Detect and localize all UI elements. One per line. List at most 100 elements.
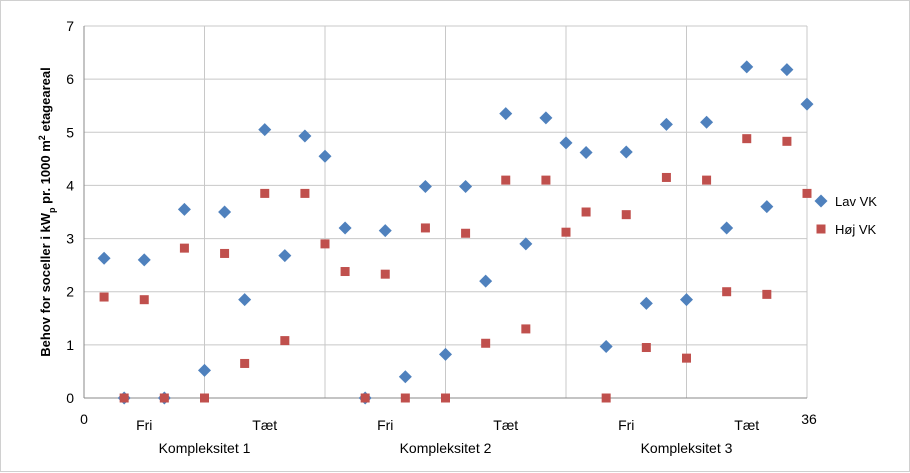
data-point [420, 223, 430, 233]
data-point [700, 115, 714, 129]
data-point [539, 111, 553, 125]
data-point [661, 172, 671, 182]
data-point [320, 239, 330, 249]
data-point [400, 393, 410, 403]
y-tick-label: 4 [66, 177, 74, 193]
category-label: Tæt [252, 417, 277, 433]
data-point [459, 179, 473, 193]
y-tick-label: 5 [66, 124, 74, 140]
data-point [398, 370, 412, 384]
data-point [479, 274, 493, 288]
y-tick-label: 0 [66, 390, 74, 406]
data-point [380, 269, 390, 279]
y-axis-title-sub: p [47, 207, 57, 213]
y-axis-title-sup: 2 [37, 135, 47, 140]
data-point [278, 249, 292, 263]
data-point [218, 205, 232, 219]
data-point [641, 343, 651, 353]
y-tick-label: 6 [66, 71, 74, 87]
y-axis-title-post: etageareal [38, 67, 53, 135]
data-point [340, 267, 350, 277]
y-tick-labels: 0 1 2 3 4 5 6 7 [66, 18, 74, 406]
data-point [360, 393, 370, 403]
data-point [198, 363, 211, 377]
legend: Lav VK Høj VK [814, 194, 877, 237]
group-label: Kompleksitet 1 [159, 440, 251, 456]
category-label: Fri [136, 417, 152, 433]
y-axis-title-mid: pr. 1000 m [38, 140, 53, 207]
data-point [177, 202, 191, 216]
data-point [338, 221, 352, 235]
data-point [581, 207, 591, 217]
data-point [639, 296, 653, 310]
data-point [782, 136, 792, 146]
y-axis-label: Behov for soceller i kWp pr. 1000 m2 eta… [37, 67, 57, 356]
data-point [519, 237, 533, 251]
data-point [680, 293, 693, 307]
data-point [682, 353, 691, 363]
x-tick-label-end: 36 [801, 411, 817, 427]
data-point [137, 253, 151, 267]
data-point [378, 224, 392, 238]
data-point [780, 63, 794, 77]
data-point [659, 117, 673, 131]
data-point [238, 293, 252, 307]
data-point [722, 287, 732, 297]
category-label: Tæt [734, 417, 759, 433]
data-point [800, 97, 814, 111]
data-point [559, 136, 573, 150]
data-point [742, 134, 752, 144]
y-tick-label: 3 [66, 231, 74, 247]
data-point [621, 210, 631, 220]
data-point [760, 200, 774, 214]
group-label: Kompleksitet 3 [641, 440, 733, 456]
series-hoj-vk [99, 134, 812, 403]
data-point [318, 149, 332, 163]
legend-marker [814, 194, 828, 208]
data-point [97, 251, 111, 265]
data-point [501, 175, 511, 185]
data-point [220, 248, 230, 258]
data-point [461, 228, 471, 238]
data-point [200, 393, 209, 403]
y-tick-label: 1 [66, 337, 74, 353]
data-point [159, 393, 169, 403]
category-label: Fri [618, 417, 634, 433]
category-label: Tæt [493, 417, 518, 433]
grid-lines [84, 25, 808, 398]
data-point [599, 339, 613, 353]
data-point [258, 123, 272, 137]
data-point [720, 221, 734, 235]
group-label: Kompleksitet 2 [400, 440, 492, 456]
legend-label: Høj VK [835, 222, 877, 237]
data-point [298, 129, 312, 143]
data-marks [97, 60, 814, 405]
y-tick-label: 7 [66, 18, 74, 34]
data-point [119, 393, 129, 403]
data-point [99, 292, 109, 302]
y-axis-title-pre: Behov for soceller i kW [38, 212, 53, 356]
data-point [802, 188, 812, 198]
x-tick-label-start: 0 [80, 411, 88, 427]
legend-label: Lav VK [835, 194, 877, 209]
data-point [521, 324, 531, 334]
data-point [240, 358, 250, 368]
data-point [139, 295, 149, 305]
legend-marker [816, 224, 826, 234]
data-point [179, 243, 189, 253]
data-point [579, 145, 593, 159]
data-point [762, 289, 772, 299]
data-point [499, 107, 513, 121]
data-point [300, 188, 310, 198]
data-point [541, 175, 551, 185]
y-tick-label: 2 [66, 284, 74, 300]
data-point [601, 393, 611, 403]
data-point [561, 227, 571, 237]
data-point [260, 188, 270, 198]
data-point [740, 60, 754, 74]
data-point [441, 393, 450, 403]
data-point [619, 145, 633, 159]
